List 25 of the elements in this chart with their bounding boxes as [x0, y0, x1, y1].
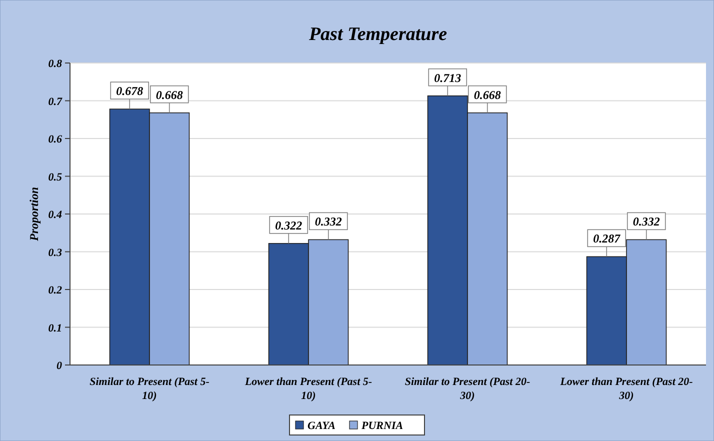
x-tick-label: Lower than Present (Past 5-10) [244, 376, 372, 402]
data-label: 0.713 [434, 70, 462, 85]
y-tick-label: 0.7 [48, 96, 62, 108]
data-label: 0.332 [632, 214, 660, 229]
y-tick-label: 0.1 [48, 322, 62, 334]
y-tick-label: 0.3 [48, 246, 62, 259]
y-tick-label: 0.4 [48, 209, 62, 221]
data-label: 0.287 [593, 232, 622, 246]
data-label: 0.322 [275, 218, 302, 232]
y-tick-label: 0.8 [48, 58, 62, 70]
y-tick-label: 0.6 [48, 134, 62, 146]
data-label: 0.332 [314, 214, 342, 229]
data-label: 0.668 [156, 88, 183, 102]
y-tick-label: 0.2 [48, 284, 62, 296]
y-axis-title: Proportion [27, 186, 41, 242]
y-tick-label: 0.5 [48, 171, 62, 184]
x-tick-label: Similar to Present (Past 20-30) [404, 376, 530, 402]
legend-label: PURNIA [362, 420, 404, 432]
data-label: 0.678 [116, 84, 144, 98]
data-label: 0.668 [474, 88, 501, 102]
legend-label: GAYA [308, 420, 336, 432]
x-tick-label: Lower than Present (Past 20-30) [559, 376, 694, 402]
x-tick-label: Similar to Present (Past 5-10) [90, 376, 210, 402]
y-tick-label: 0 [56, 360, 62, 372]
chart-title: Past Temperature [308, 24, 448, 45]
